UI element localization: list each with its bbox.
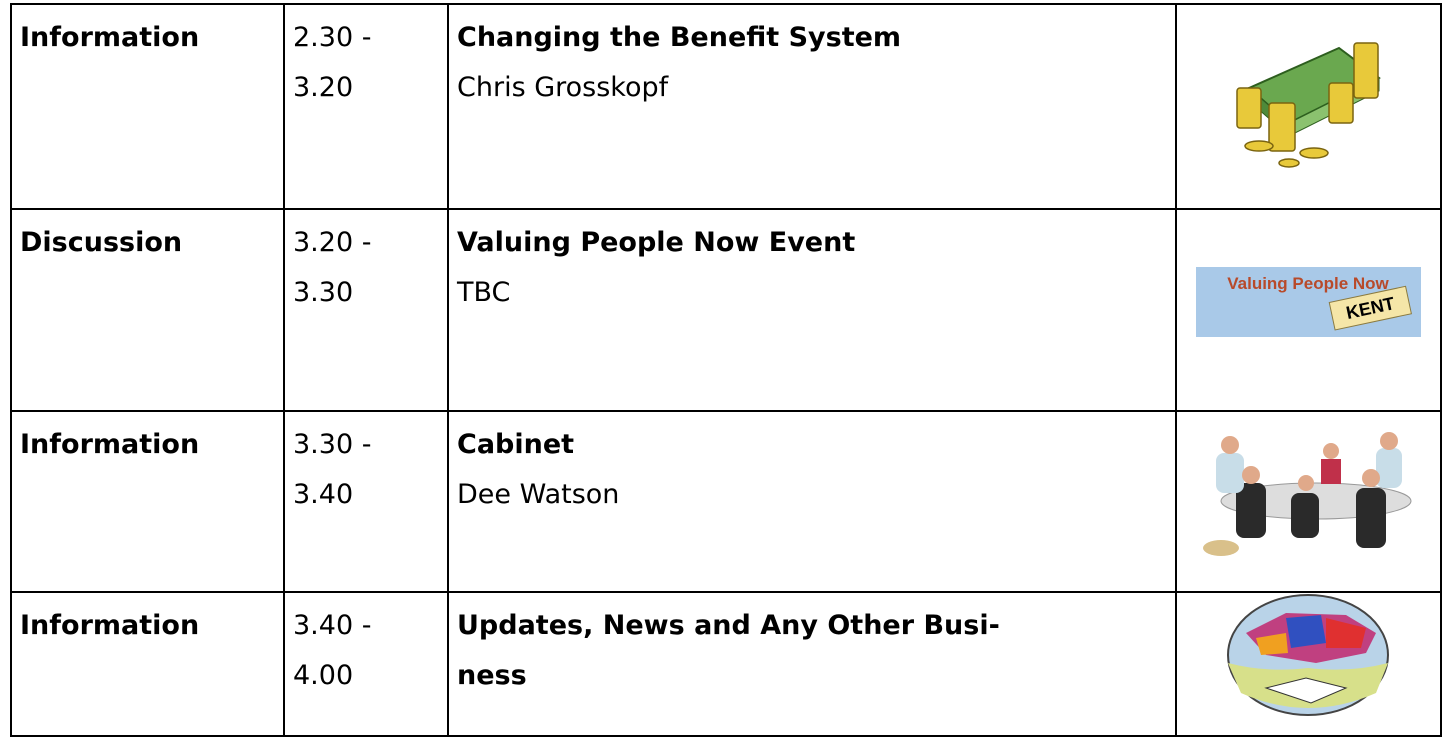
agenda-row: Information 2.30 - 3.20 Changing the Benefi… [10, 3, 1442, 210]
time-start: 2.30 - [293, 22, 372, 53]
meeting-photo [1203, 432, 1412, 556]
time-end: 3.20 [293, 72, 354, 103]
time-cell: 3.30 - 3.40 [283, 410, 449, 593]
presenter: Dee Watson [457, 479, 620, 510]
agenda-row: Discussion 3.20 - 3.30 Valuing People Now E… [10, 208, 1442, 412]
item-image [1175, 3, 1442, 210]
time-end: 4.00 [293, 660, 354, 691]
valuing-people-now-logo: Valuing People Now KENT [1196, 266, 1421, 337]
page: Information 2.30 - 3.20 Changing the Benefi… [10, 3, 1442, 737]
agenda-body: Information 2.30 - 3.20 Changing the Benefi… [10, 3, 1442, 737]
item-image [1175, 410, 1442, 593]
item-cell: Cabinet Dee Watson [447, 410, 1177, 593]
presenter: Chris Grosskopf [457, 72, 669, 103]
item-title: Changing the Benefit System [457, 22, 902, 53]
kent-logo [1227, 594, 1389, 716]
item-cell: Valuing People Now Event TBC [447, 208, 1177, 412]
money-icon [1235, 42, 1381, 168]
time-cell: 3.20 - 3.30 [283, 208, 449, 412]
item-cell: Changing the Benefit System Chris Grossko… [447, 3, 1177, 210]
item-type: Information [10, 3, 285, 210]
item-title: Valuing People Now Event [457, 227, 856, 258]
time-end: 3.40 [293, 479, 354, 510]
item-type: Information [10, 591, 285, 737]
agenda-row: Information 3.40 - 4.00 Updates, News and A… [10, 591, 1442, 737]
agenda-table: Information 2.30 - 3.20 Changing the Benefi… [10, 3, 1442, 737]
time-cell: 2.30 - 3.20 [283, 3, 449, 210]
time-start: 3.20 - [293, 227, 372, 258]
item-title: Cabinet [457, 429, 575, 460]
presenter: TBC [457, 277, 511, 308]
logo-text: Valuing People Now [1227, 274, 1389, 293]
item-cell: Updates, News and Any Other Busi-ness [447, 591, 1177, 737]
item-image [1175, 591, 1442, 737]
time-end: 3.30 [293, 277, 354, 308]
item-image: Valuing People Now KENT [1175, 208, 1442, 412]
time-start: 3.40 - [293, 610, 372, 641]
item-type: Discussion [10, 208, 285, 412]
item-type: Information [10, 410, 285, 593]
agenda-row: Information 3.30 - 3.40 Cabinet Dee Watson [10, 410, 1442, 593]
time-start: 3.30 - [293, 429, 372, 460]
time-cell: 3.40 - 4.00 [283, 591, 449, 737]
item-title: Updates, News and Any Other Busi-ness [457, 610, 1000, 691]
